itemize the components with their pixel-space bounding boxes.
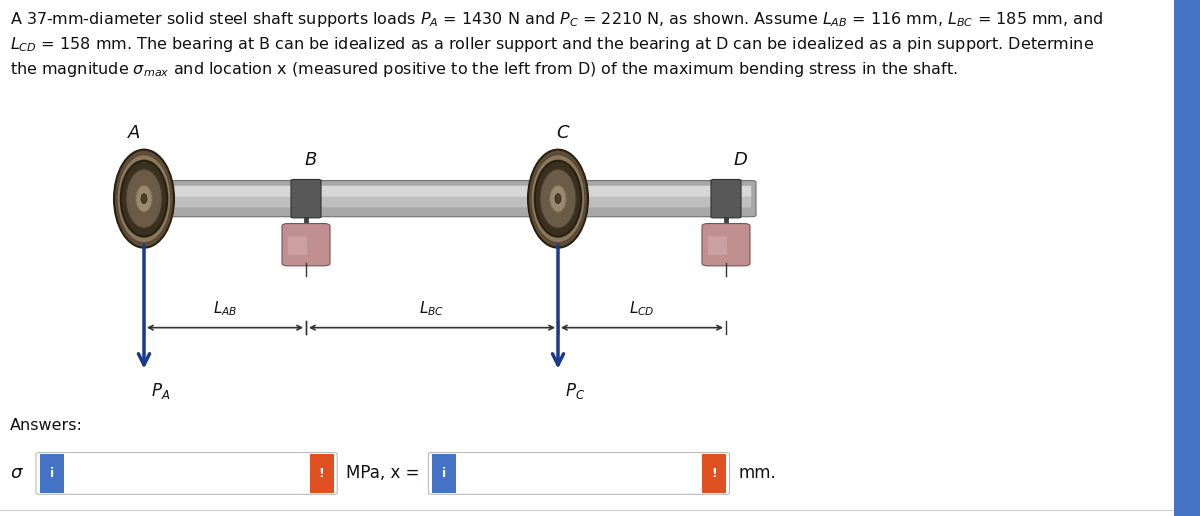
Ellipse shape — [126, 169, 162, 228]
FancyBboxPatch shape — [708, 236, 727, 255]
Ellipse shape — [530, 155, 586, 243]
Text: A 37-mm-diameter solid steel shaft supports loads $P_A$ = 1430 N and $P_C$ = 221: A 37-mm-diameter solid steel shaft suppo… — [10, 10, 1103, 29]
Text: the magnitude $\sigma_{max}$ and location x (measured positive to the left from : the magnitude $\sigma_{max}$ and locatio… — [10, 60, 958, 79]
FancyBboxPatch shape — [702, 223, 750, 266]
Bar — [432, 454, 456, 493]
Text: $P_A$: $P_A$ — [151, 381, 170, 401]
Text: i: i — [49, 467, 54, 480]
Ellipse shape — [540, 169, 576, 228]
Bar — [40, 454, 64, 493]
Ellipse shape — [554, 194, 562, 204]
Text: mm.: mm. — [738, 464, 775, 482]
FancyBboxPatch shape — [288, 236, 307, 255]
Ellipse shape — [142, 194, 148, 204]
Text: $P_C$: $P_C$ — [565, 381, 586, 401]
Text: !: ! — [712, 467, 716, 480]
Ellipse shape — [528, 150, 588, 248]
FancyBboxPatch shape — [710, 180, 742, 218]
Ellipse shape — [535, 160, 581, 237]
Text: $L_{CD}$: $L_{CD}$ — [629, 300, 655, 318]
Bar — [310, 454, 334, 493]
Ellipse shape — [136, 185, 152, 212]
Text: !: ! — [319, 467, 324, 480]
Text: C: C — [557, 124, 569, 142]
Text: A: A — [128, 124, 140, 142]
Ellipse shape — [550, 185, 566, 212]
Text: $L_{AB}$: $L_{AB}$ — [212, 300, 238, 318]
Text: D: D — [733, 151, 748, 169]
Text: MPa, x =: MPa, x = — [346, 464, 425, 482]
Text: Answers:: Answers: — [10, 418, 83, 433]
Ellipse shape — [114, 150, 174, 248]
FancyBboxPatch shape — [136, 196, 751, 207]
FancyBboxPatch shape — [136, 186, 751, 197]
Ellipse shape — [121, 160, 167, 237]
Text: i: i — [442, 467, 446, 480]
Text: B: B — [305, 151, 317, 169]
FancyBboxPatch shape — [36, 453, 337, 494]
FancyBboxPatch shape — [292, 180, 322, 218]
Text: $\sigma$: $\sigma$ — [10, 464, 24, 482]
Text: $L_{CD}$ = 158 mm. The bearing at B can be idealized as a roller support and the: $L_{CD}$ = 158 mm. The bearing at B can … — [10, 35, 1093, 54]
Bar — [304, 217, 308, 226]
FancyBboxPatch shape — [131, 181, 756, 217]
Bar — [724, 217, 728, 226]
Bar — [1174, 0, 1200, 516]
Ellipse shape — [118, 155, 172, 243]
Bar — [702, 454, 726, 493]
FancyBboxPatch shape — [428, 453, 730, 494]
Text: $L_{BC}$: $L_{BC}$ — [419, 300, 445, 318]
FancyBboxPatch shape — [282, 223, 330, 266]
